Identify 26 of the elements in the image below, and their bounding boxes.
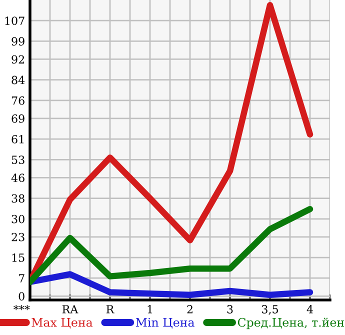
y-tick-label: 23	[12, 232, 24, 242]
y-tick-label: 107	[5, 16, 24, 25]
legend-label: Min Цена	[136, 318, 194, 328]
x-tick-label: 4	[306, 305, 313, 314]
y-tick-label: 7	[19, 274, 24, 282]
y-tick-label: 53	[12, 156, 24, 164]
x-tick-label: R	[106, 305, 114, 314]
legend-label: Сред.Цена, т.йен	[238, 318, 344, 330]
y-tick-label: 76	[12, 96, 24, 105]
y-tick-label: 92	[12, 55, 24, 64]
y-tick-label: 99	[12, 37, 24, 46]
x-tick-label: RA	[62, 305, 78, 314]
x-tick-label: 3,5	[262, 305, 278, 315]
y-tick-label: 46	[11, 174, 24, 182]
y-tick-label: 0	[18, 292, 24, 301]
x-tick-label: 2	[187, 305, 192, 314]
y-tick-label: 69	[12, 114, 24, 123]
y-tick-label: 38	[12, 194, 24, 203]
y-tick-label: 61	[12, 135, 24, 144]
x-tick-label: 1	[148, 305, 152, 314]
x-tick-label: ***	[14, 305, 30, 310]
y-tick-label: 84	[12, 76, 25, 84]
x-tick-label: 3	[227, 305, 233, 314]
y-tick-label: 30	[12, 214, 24, 224]
y-tick-label: 15	[12, 253, 24, 262]
legend-label: Max Цена	[32, 318, 93, 328]
